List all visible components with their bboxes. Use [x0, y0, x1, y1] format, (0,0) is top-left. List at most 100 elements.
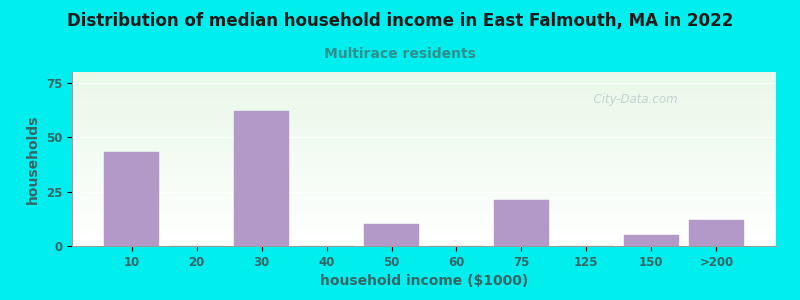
Bar [72, 81, 776, 82]
Bar [72, 147, 776, 148]
Bar [72, 213, 776, 215]
Bar [72, 124, 776, 126]
Bar [689, 220, 744, 246]
Bar [104, 152, 159, 246]
Bar [72, 242, 776, 244]
Bar [72, 109, 776, 110]
Bar [72, 211, 776, 213]
Bar [72, 94, 776, 96]
Bar [72, 96, 776, 98]
Bar [364, 224, 419, 246]
Bar [72, 98, 776, 100]
Bar [72, 171, 776, 173]
Bar [72, 117, 776, 119]
Bar [72, 131, 776, 133]
Bar [72, 208, 776, 209]
Bar [72, 202, 776, 204]
X-axis label: household income ($1000): household income ($1000) [320, 274, 528, 288]
Bar [72, 185, 776, 187]
Bar [72, 204, 776, 206]
Bar [72, 142, 776, 143]
Bar [624, 235, 679, 246]
Bar [72, 163, 776, 164]
Bar [72, 129, 776, 131]
Bar [72, 168, 776, 169]
Bar [72, 79, 776, 81]
Bar [72, 86, 776, 88]
Bar [72, 229, 776, 230]
Bar [72, 93, 776, 94]
Bar [72, 215, 776, 216]
Bar [72, 110, 776, 112]
Bar [72, 189, 776, 190]
Bar [72, 244, 776, 246]
Text: Distribution of median household income in East Falmouth, MA in 2022: Distribution of median household income … [67, 12, 733, 30]
Bar [72, 121, 776, 122]
Bar [72, 166, 776, 168]
Bar [72, 103, 776, 105]
Bar [72, 239, 776, 241]
Bar [72, 159, 776, 161]
Bar [72, 220, 776, 222]
Bar [72, 112, 776, 114]
Bar [72, 182, 776, 183]
Bar [72, 76, 776, 77]
Bar [72, 173, 776, 175]
Text: Multirace residents: Multirace residents [324, 47, 476, 61]
Bar [72, 145, 776, 147]
Bar [72, 157, 776, 159]
Bar [72, 234, 776, 236]
Y-axis label: households: households [26, 114, 40, 204]
Bar [72, 199, 776, 201]
Text: City-Data.com: City-Data.com [586, 93, 678, 106]
Bar [72, 82, 776, 84]
Bar [72, 222, 776, 224]
Bar [72, 241, 776, 242]
Bar [72, 126, 776, 128]
Bar [72, 169, 776, 171]
Bar [72, 216, 776, 218]
Bar [72, 155, 776, 157]
Bar [72, 114, 776, 116]
Bar [72, 88, 776, 89]
Bar [72, 74, 776, 76]
Bar [72, 133, 776, 135]
Bar [72, 100, 776, 102]
Bar [72, 135, 776, 137]
Bar [72, 237, 776, 239]
Bar [72, 224, 776, 225]
Bar [72, 230, 776, 232]
Bar [72, 72, 776, 74]
Bar [72, 201, 776, 203]
Bar [72, 119, 776, 121]
Bar [72, 187, 776, 189]
Bar [72, 175, 776, 176]
Bar [72, 91, 776, 93]
Bar [72, 192, 776, 194]
Bar [72, 236, 776, 237]
Bar [72, 196, 776, 197]
Bar [72, 148, 776, 150]
Bar [72, 138, 776, 140]
Bar [72, 161, 776, 163]
Bar [72, 143, 776, 145]
Bar [494, 200, 549, 246]
Bar [72, 206, 776, 208]
Bar [72, 218, 776, 220]
Bar [72, 178, 776, 180]
Bar [72, 225, 776, 227]
Bar [72, 150, 776, 152]
Bar [72, 140, 776, 142]
Bar [72, 183, 776, 185]
Bar [72, 152, 776, 154]
Bar [72, 164, 776, 166]
Bar [72, 128, 776, 129]
Bar [72, 84, 776, 86]
Bar [234, 111, 289, 246]
Bar [72, 209, 776, 211]
Bar [72, 194, 776, 196]
Bar [72, 176, 776, 178]
Bar [72, 122, 776, 124]
Bar [72, 105, 776, 107]
Bar [72, 180, 776, 182]
